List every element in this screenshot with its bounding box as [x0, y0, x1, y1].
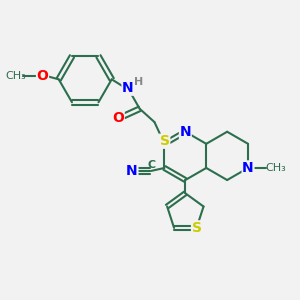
Text: O: O [112, 111, 124, 124]
Text: O: O [37, 69, 49, 83]
Text: CH₃: CH₃ [266, 163, 286, 173]
Text: CH₃: CH₃ [6, 71, 26, 81]
Text: N: N [122, 81, 134, 95]
Text: N: N [242, 161, 254, 175]
Text: N: N [126, 164, 138, 178]
Text: S: S [160, 134, 170, 148]
Text: C: C [147, 160, 155, 170]
Text: N: N [179, 125, 191, 139]
Text: H: H [134, 77, 143, 87]
Text: S: S [192, 221, 202, 235]
